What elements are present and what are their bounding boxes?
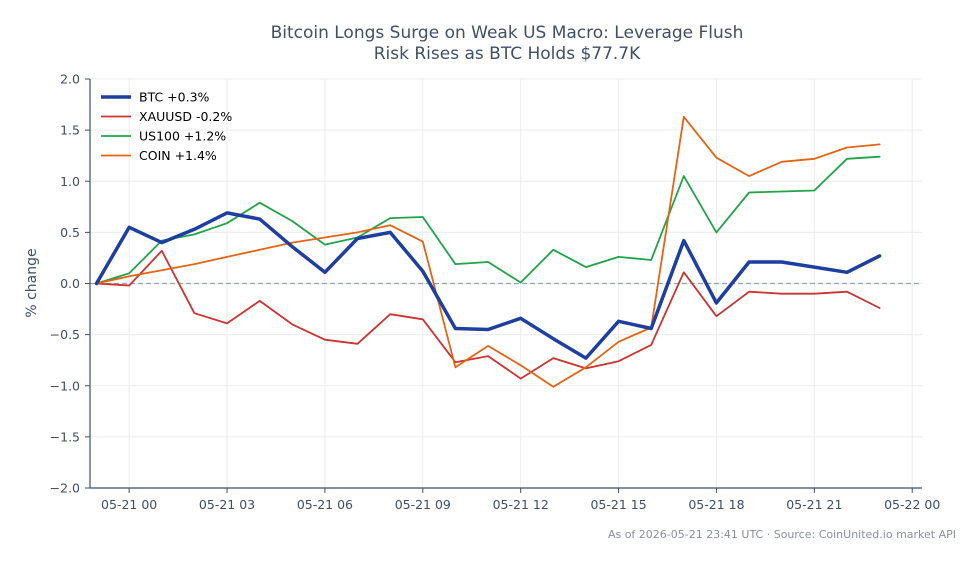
x-tick-label-4: 05-21 12 — [493, 497, 549, 512]
series-line-1 — [95, 249, 881, 380]
source-note: As of 2026-05-21 23:41 UTC · Source: Coi… — [608, 528, 956, 541]
legend: BTC +0.3% XAUUSD -0.2% US100 +1.2% COIN +1.… — [101, 90, 232, 163]
series-lines — [94, 115, 882, 388]
legend-label-2: US100 +1.2% — [139, 129, 226, 144]
series-line-0 — [94, 211, 882, 360]
y-tick-label-2: 1.0 — [60, 174, 80, 189]
chart-title: Bitcoin Longs Surge on Weak US Macro: Le… — [271, 23, 744, 64]
y-tick-label-8: −2.0 — [50, 481, 80, 496]
x-tick-label-5: 05-21 15 — [590, 497, 646, 512]
x-tick-label-6: 05-21 18 — [688, 497, 744, 512]
y-tick-label-6: −1.0 — [50, 378, 80, 393]
legend-label-1: XAUUSD -0.2% — [139, 109, 232, 124]
series-line-2 — [95, 155, 881, 285]
y-tick-label-4: 0.0 — [60, 276, 80, 291]
x-tick-label-2: 05-21 06 — [297, 497, 353, 512]
x-tick-label-7: 05-21 21 — [786, 497, 842, 512]
legend-label-0: BTC +0.3% — [139, 90, 210, 105]
series-line-3 — [95, 115, 881, 388]
x-axis-ticks: 05-21 00 05-21 03 05-21 06 05-21 09 05-21 12… — [101, 488, 940, 512]
y-axis-ticks: 2.0 1.5 1.0 0.5 0.0 −0.5 −1.0 −1.5 −2.0 — [50, 72, 90, 496]
x-tick-label-8: 05-22 00 — [884, 497, 940, 512]
x-tick-label-0: 05-21 00 — [101, 497, 157, 512]
y-tick-label-1: 1.5 — [60, 123, 80, 138]
y-tick-label-0: 2.0 — [60, 72, 80, 87]
x-tick-label-1: 05-21 03 — [199, 497, 255, 512]
y-tick-label-3: 0.5 — [60, 225, 80, 240]
chart-title-line-1: Bitcoin Longs Surge on Weak US Macro: Le… — [271, 23, 744, 43]
legend-label-3: COIN +1.4% — [139, 148, 217, 163]
y-tick-label-5: −0.5 — [50, 327, 80, 342]
y-axis-label: % change — [24, 248, 40, 317]
x-tick-label-3: 05-21 09 — [395, 497, 451, 512]
chart-title-line-2: Risk Rises as BTC Holds $77.7K — [374, 44, 641, 64]
y-tick-label-7: −1.5 — [50, 429, 80, 444]
